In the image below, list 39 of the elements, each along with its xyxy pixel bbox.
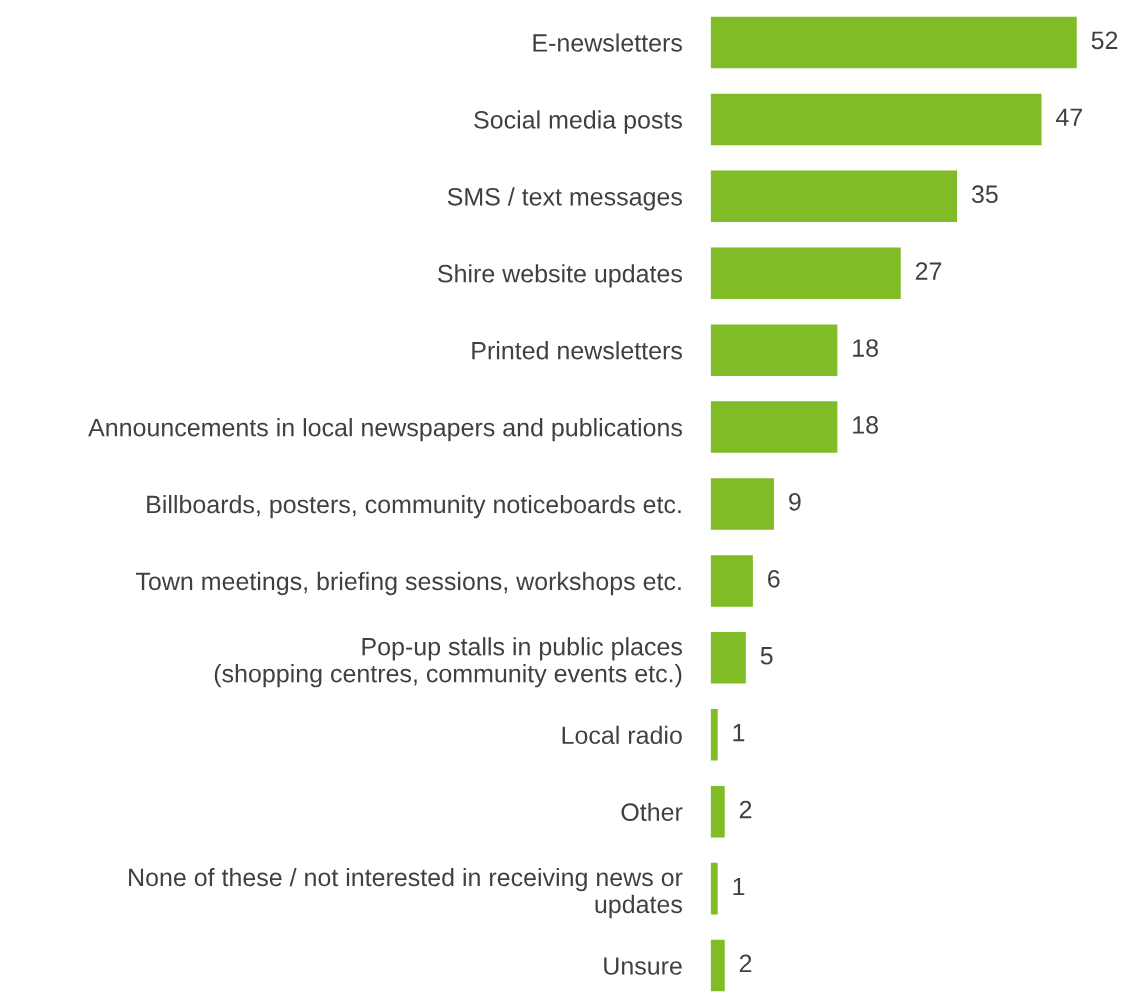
data-label: 52 <box>1091 31 1118 50</box>
bar <box>710 939 725 992</box>
bar <box>710 170 958 223</box>
y-tick-label: Other <box>621 802 683 821</box>
data-label: 27 <box>915 262 942 280</box>
data-label: 6 <box>768 569 780 588</box>
bar <box>710 785 725 838</box>
y-tick-label: Announcements in local newspapers and publications <box>88 418 682 442</box>
bar <box>710 324 838 376</box>
y-tick-label: Unsure <box>604 957 682 975</box>
data-label: 18 <box>853 416 878 434</box>
data-label: 1 <box>733 724 745 742</box>
bar <box>710 16 1077 69</box>
bar <box>710 709 718 761</box>
bar <box>710 555 753 607</box>
bar <box>710 478 774 530</box>
y-tick-label: Local radio <box>562 725 682 745</box>
y-tick-label: Shire website updates <box>438 264 682 288</box>
y-tick-label: Billboards, posters, community noticeboards etc. <box>147 494 681 519</box>
y-tick-label: E-newsletters <box>533 33 682 52</box>
data-label: 9 <box>789 493 801 511</box>
bar <box>710 632 746 684</box>
data-label: 47 <box>1056 108 1082 126</box>
data-label: 2 <box>739 954 752 972</box>
y-tick-label: SMS / text messages <box>447 187 682 211</box>
bar <box>710 401 838 453</box>
data-label: 1 <box>733 877 745 896</box>
y-tick-label: Pop-up stalls in public places (shopping centres, community events etc.) <box>214 637 682 688</box>
bar <box>710 93 1042 146</box>
bar <box>710 247 901 300</box>
y-tick-label: Social media posts <box>474 110 682 134</box>
bar <box>710 862 718 915</box>
y-tick-label: Printed newsletters <box>472 341 682 360</box>
data-label: 5 <box>760 647 773 665</box>
data-label: 2 <box>739 800 752 819</box>
data-label: 35 <box>971 185 998 204</box>
data-label: 18 <box>853 339 878 357</box>
y-tick-label: Town meetings, briefing sessions, workshops etc. <box>136 571 681 596</box>
y-tick-label: None of these / not interested in receiving news or updates <box>129 867 683 919</box>
